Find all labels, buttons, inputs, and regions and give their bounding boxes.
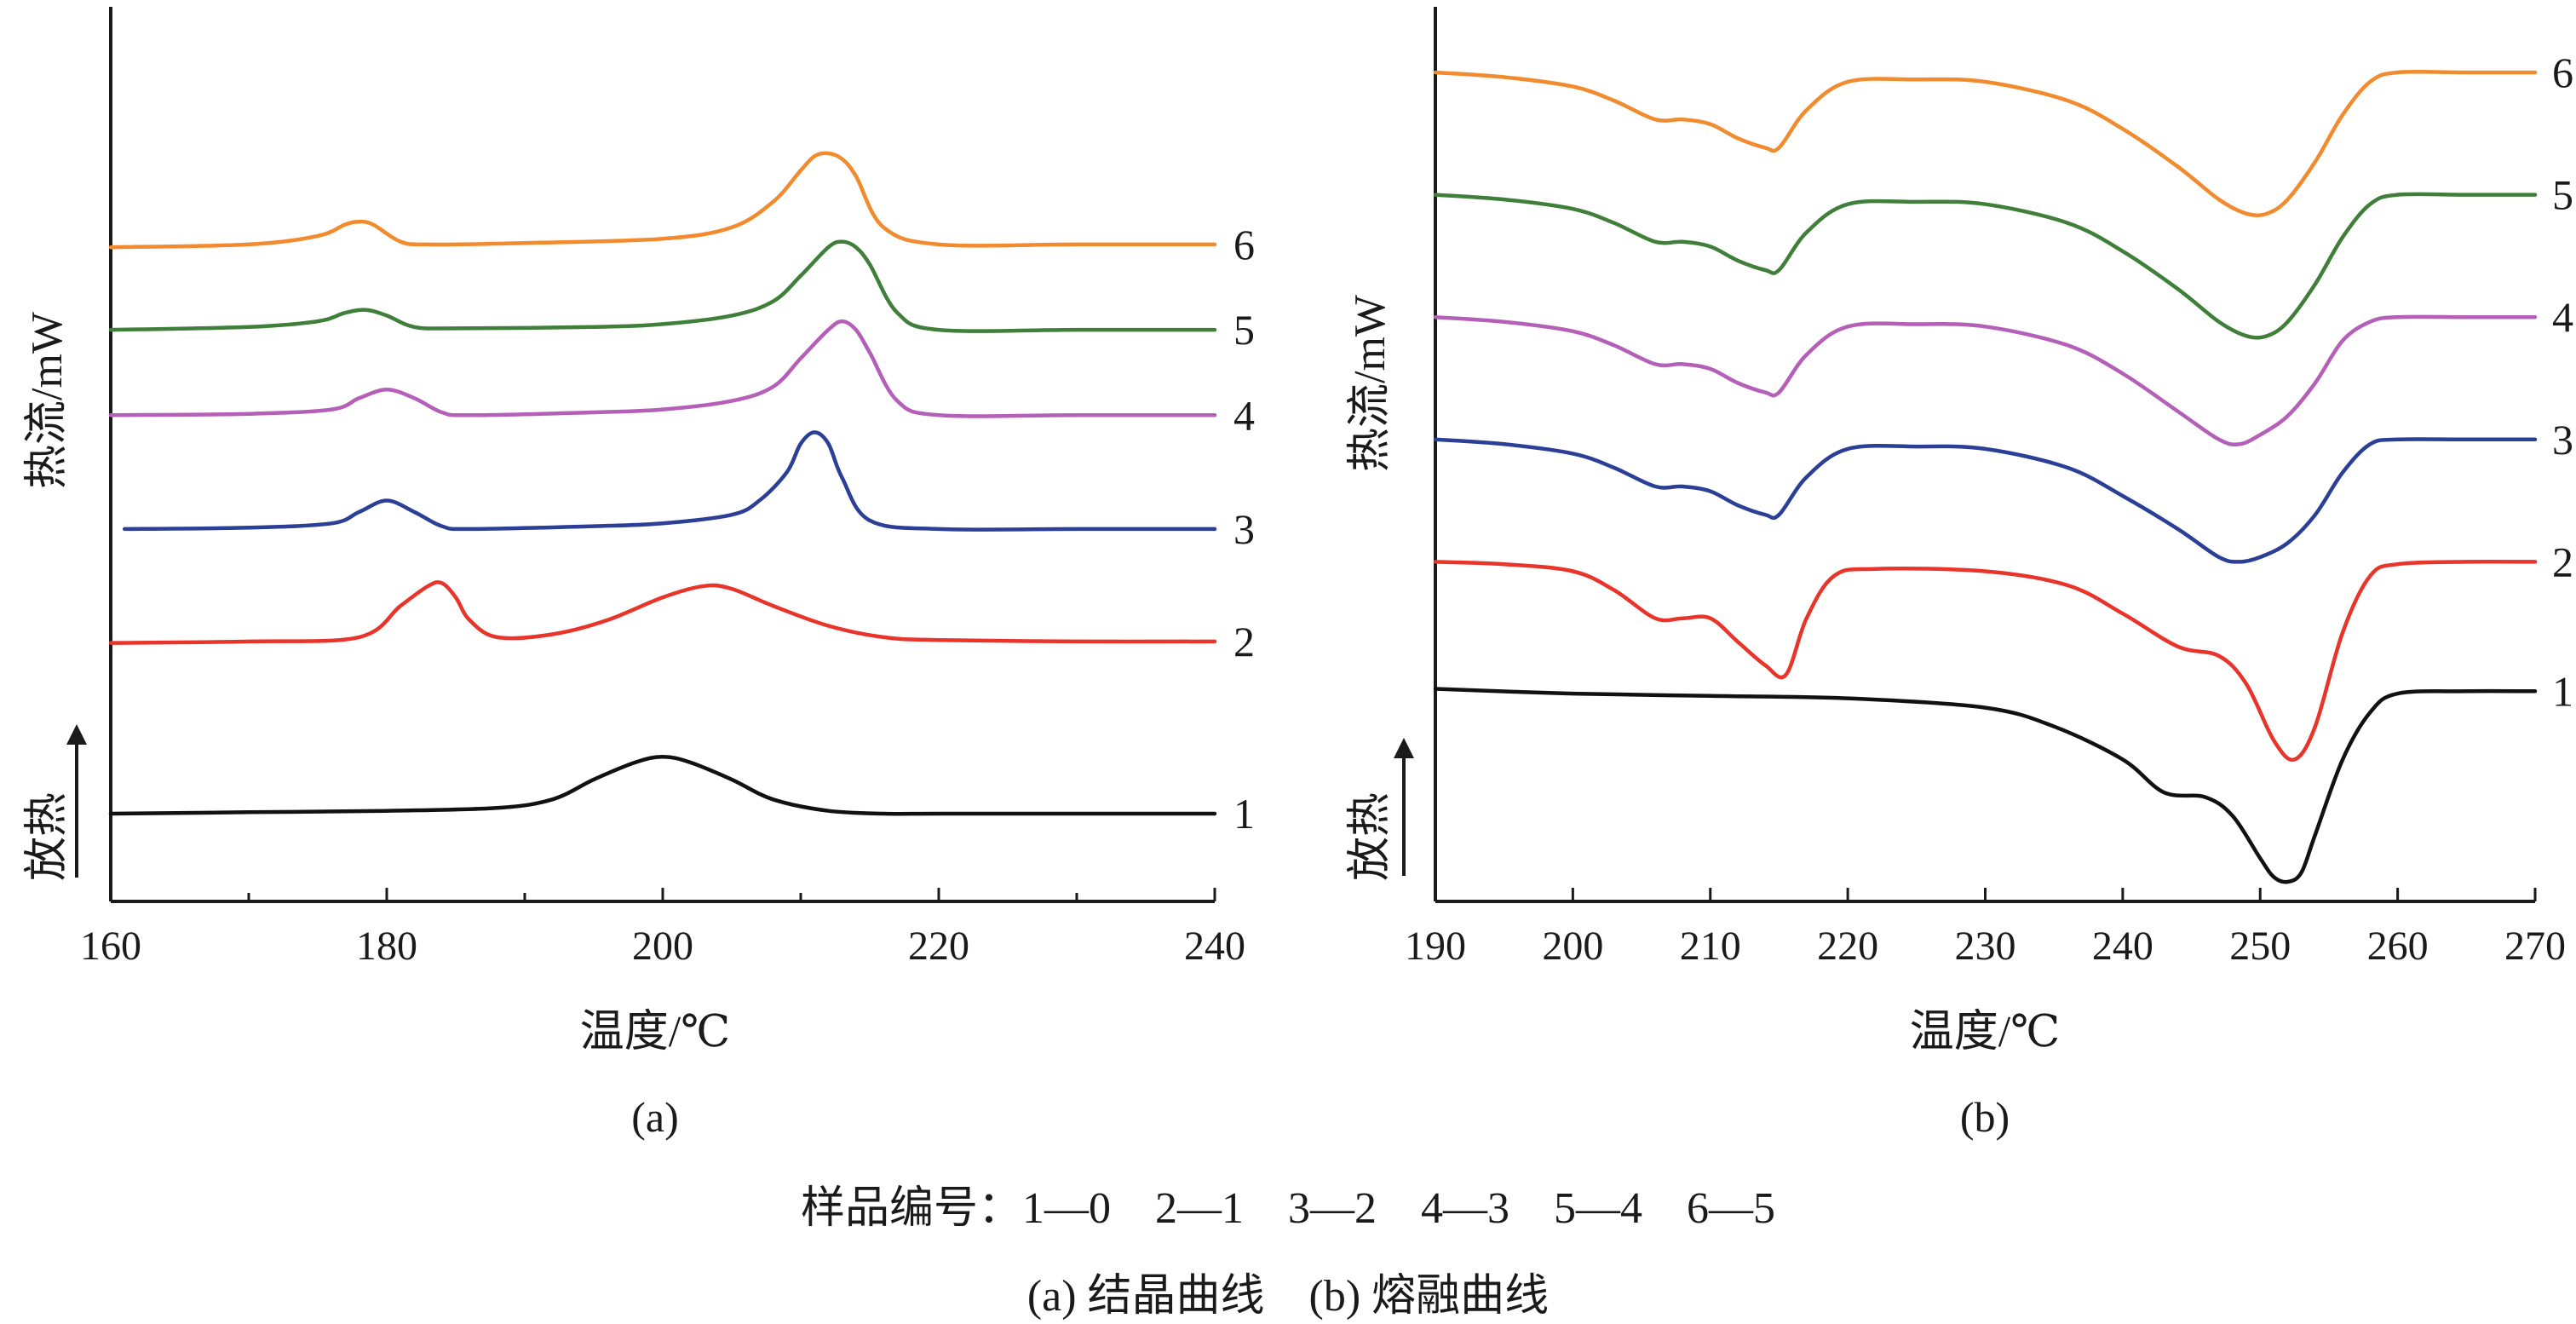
x-tick-label: 180 [356,924,417,969]
curves [1433,69,2538,884]
curve-label-4: 4 [2552,293,2573,341]
x-tick-label: 190 [1405,924,1466,969]
x-tick-label: 200 [1542,924,1603,969]
curve-sample-4 [108,319,1217,418]
curve-labels: 1 2 3 4 5 6 [1233,221,1255,838]
curve-label-2: 2 [1233,618,1255,665]
curve-label-1: 1 [1233,790,1255,838]
exo-label: 放热 [1346,792,1394,881]
curves [108,151,1217,816]
curve-label-5: 5 [1233,306,1255,354]
y-axis-title: 热流/mW [1346,295,1394,472]
y-axis-title: 热流/mW [23,312,72,489]
exo-label: 放热 [23,792,72,881]
curve-sample-4 [1433,314,2538,447]
curve-label-3: 3 [2552,416,2573,463]
curve-sample-6 [108,151,1217,250]
figure-caption: (a) 结晶曲线 (b) 熔融曲线 [1026,1272,1550,1321]
x-tick-label: 230 [1955,924,2016,969]
x-tick-label: 210 [1680,924,1741,969]
x-axis-title: 温度/℃ [580,1008,731,1056]
x-tick-label: 220 [908,924,969,969]
curve-sample-1 [1433,687,2538,884]
panel-a-crystallization: 160 180 200 220 240 1 2 3 4 5 6 温度/℃ 热流/mW 放热 (a) [23,7,1255,1141]
x-axis-title: 温度/℃ [1910,1008,2061,1056]
panel-label: (a) [631,1093,679,1141]
curve-sample-5 [108,239,1217,333]
x-tick-label: 220 [1817,924,1878,969]
curve-label-6: 6 [1233,221,1255,268]
curve-label-4: 4 [1233,391,1255,439]
curve-sample-1 [108,754,1217,816]
curve-label-6: 6 [2552,49,2573,96]
x-tick-label: 270 [2504,924,2566,969]
curve-sample-3 [1433,437,2538,564]
x-tick-label: 240 [2092,924,2153,969]
curve-labels: 1 2 3 4 5 6 [2552,49,2573,715]
x-tick-label: 200 [632,924,693,969]
curve-sample-2 [108,580,1217,645]
x-tick-label: 250 [2229,924,2291,969]
curve-label-5: 5 [2552,171,2573,219]
x-tick-label: 260 [2367,924,2429,969]
panel-label: (b) [1960,1093,2010,1141]
curve-label-3: 3 [1233,505,1255,553]
curve-sample-6 [1433,69,2538,218]
sample-legend: 样品编号：1—0 2—1 3—2 4—3 5—4 6—5 [800,1184,1775,1233]
x-tick-label: 160 [80,924,141,969]
curve-sample-3 [122,430,1217,532]
curve-sample-5 [1433,192,2538,340]
curve-label-2: 2 [2552,538,2573,585]
curve-label-1: 1 [2552,667,2573,715]
x-ticks: 160 180 200 220 240 [80,888,1245,969]
curve-sample-2 [1433,559,2538,763]
x-tick-label: 240 [1184,924,1245,969]
x-ticks: 190 200 210 220 230 240 250 260 270 [1405,888,2566,969]
